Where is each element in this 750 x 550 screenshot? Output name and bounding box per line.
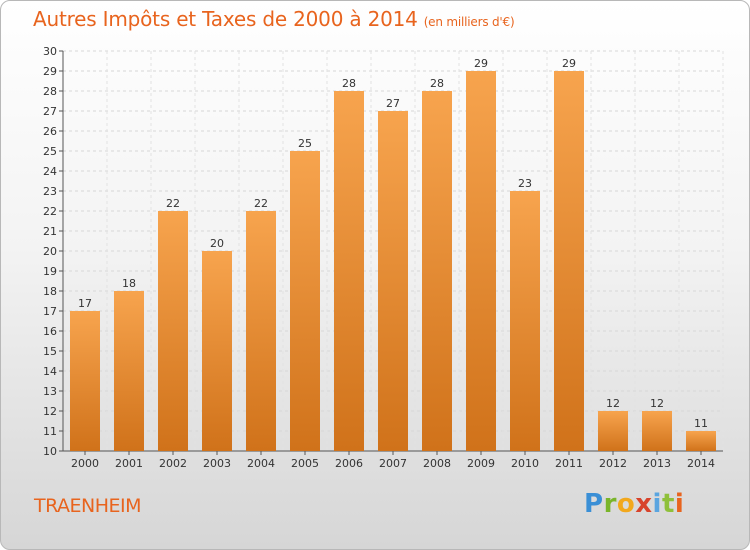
bar: [70, 311, 100, 451]
bar: [510, 191, 540, 451]
bar-value-label: 29: [562, 57, 576, 70]
x-tick-label: 2001: [115, 457, 143, 470]
y-tick-label: 30: [43, 45, 57, 58]
y-tick-label: 11: [43, 425, 57, 438]
bar-value-label: 12: [650, 397, 664, 410]
chart-title-text: Autres Impôts et Taxes de 2000 à 2014: [33, 7, 418, 31]
x-tick-label: 2009: [467, 457, 495, 470]
x-tick-label: 2000: [71, 457, 99, 470]
bar: [466, 71, 496, 451]
bar: [246, 211, 276, 451]
bar-value-label: 17: [78, 297, 92, 310]
bar: [422, 91, 452, 451]
x-tick-label: 2010: [511, 457, 539, 470]
bar-value-label: 20: [210, 237, 224, 250]
x-tick-label: 2002: [159, 457, 187, 470]
bar-value-label: 22: [166, 197, 180, 210]
bar: [598, 411, 628, 451]
city-name: TRAENHEIM: [34, 495, 142, 517]
x-tick-label: 2007: [379, 457, 407, 470]
label-layer: 17 18 22 20 22 25 28 27 28 29 23 29 12 12 11: [78, 57, 708, 430]
bar-value-label: 11: [694, 417, 708, 430]
bar: [334, 91, 364, 451]
y-tick-label: 26: [43, 125, 57, 138]
bar-value-label: 25: [298, 137, 312, 150]
bar: [554, 71, 584, 451]
y-tick-label: 17: [43, 305, 57, 318]
x-tick-label: 2003: [203, 457, 231, 470]
bar: [202, 251, 232, 451]
axis-layer: 10 11 12 13 14 15 16 17 18 19 20 21 22 23 24 25 26 27 28 29…: [43, 45, 723, 470]
y-tick-label: 13: [43, 385, 57, 398]
x-tick-label: 2008: [423, 457, 451, 470]
y-tick-label: 16: [43, 325, 57, 338]
x-tick-label: 2014: [687, 457, 715, 470]
y-tick-label: 18: [43, 285, 57, 298]
bar: [158, 211, 188, 451]
x-tick-label: 2006: [335, 457, 363, 470]
y-tick-label: 24: [43, 165, 57, 178]
y-tick-label: 20: [43, 245, 57, 258]
y-tick-label: 22: [43, 205, 57, 218]
y-tick-label: 15: [43, 345, 57, 358]
bar-value-label: 28: [342, 77, 356, 90]
y-tick-label: 19: [43, 265, 57, 278]
x-tick-label: 2012: [599, 457, 627, 470]
bar: [642, 411, 672, 451]
bar-value-label: 23: [518, 177, 532, 190]
bar-value-label: 18: [122, 277, 136, 290]
chart-title: Autres Impôts et Taxes de 2000 à 2014 (en…: [33, 7, 515, 31]
x-tick-label: 2013: [643, 457, 671, 470]
y-tick-label: 25: [43, 145, 57, 158]
chart-subtitle: (en milliers d'€): [423, 15, 515, 29]
bar: [686, 431, 716, 451]
bar-value-label: 29: [474, 57, 488, 70]
y-tick-label: 29: [43, 65, 57, 78]
y-tick-label: 28: [43, 85, 57, 98]
proxiti-logo: Proxiti: [584, 489, 685, 519]
bar: [114, 291, 144, 451]
bar-value-label: 27: [386, 97, 400, 110]
bar-value-label: 22: [254, 197, 268, 210]
bar-value-label: 12: [606, 397, 620, 410]
x-tick-label: 2005: [291, 457, 319, 470]
bar-layer: [70, 71, 716, 451]
y-tick-label: 10: [43, 445, 57, 458]
y-tick-label: 14: [43, 365, 57, 378]
bar: [378, 111, 408, 451]
y-tick-label: 27: [43, 105, 57, 118]
x-tick-label: 2004: [247, 457, 275, 470]
bar-value-label: 28: [430, 77, 444, 90]
y-tick-label: 23: [43, 185, 57, 198]
x-tick-label: 2011: [555, 457, 583, 470]
y-tick-label: 12: [43, 405, 57, 418]
y-tick-label: 21: [43, 225, 57, 238]
bar: [290, 151, 320, 451]
